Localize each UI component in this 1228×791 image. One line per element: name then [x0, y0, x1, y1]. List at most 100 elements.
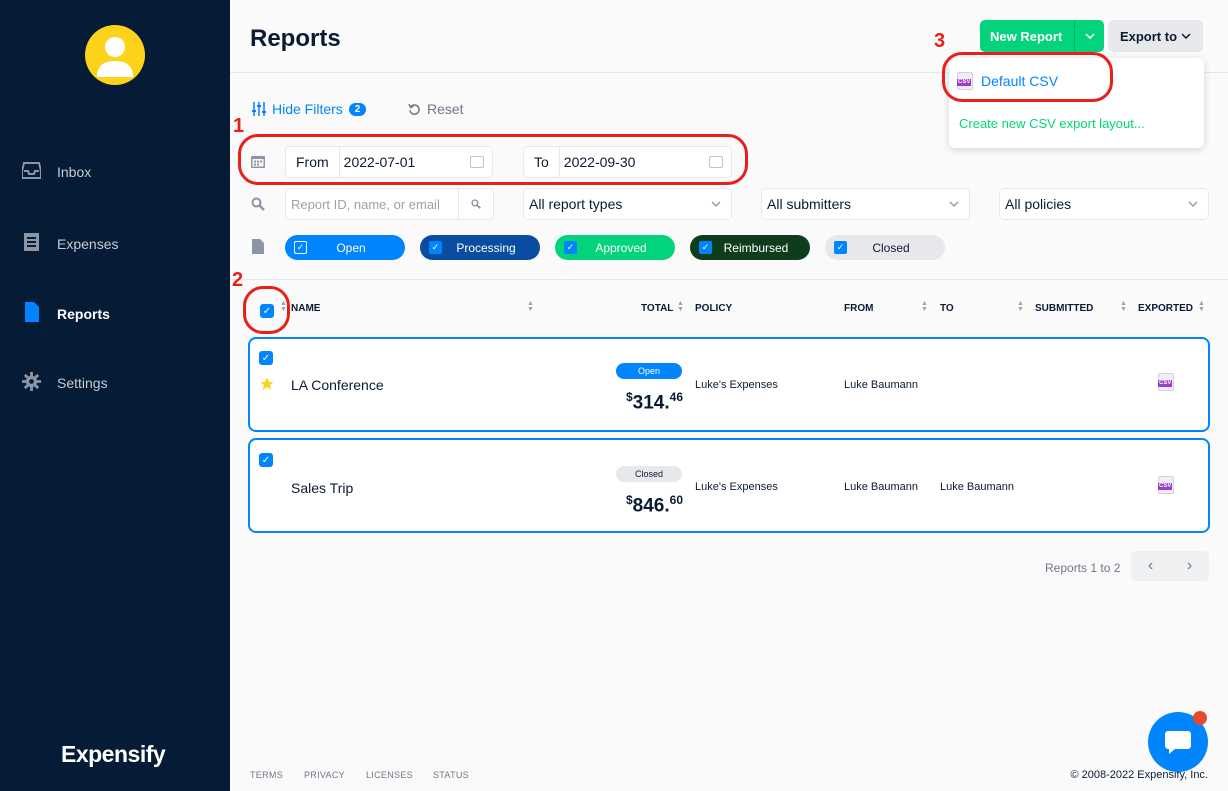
sort-icon[interactable]: ▲ ▼	[1198, 300, 1205, 313]
annotation-ring-date-range	[238, 134, 748, 185]
search-icon	[470, 199, 481, 209]
sidebar-item-settings[interactable]: Settings	[22, 372, 108, 394]
sidebar-item-label: Reports	[57, 305, 110, 322]
sort-icon[interactable]: ▲ ▼	[1017, 300, 1024, 313]
report-search-input[interactable]	[286, 196, 458, 212]
status-filter-closed[interactable]: ✓ Closed	[825, 235, 945, 260]
checkbox-checked[interactable]: ✓	[699, 241, 712, 254]
footer-link-terms[interactable]: TERMS	[250, 770, 283, 780]
expensify-logo: Expensify	[61, 741, 166, 767]
annotation-ring-default-csv	[942, 52, 1113, 102]
status-filter-label: Closed	[872, 240, 910, 255]
column-header-to[interactable]: TO	[940, 303, 954, 314]
column-header-from[interactable]: FROM	[844, 303, 874, 314]
calendar-icon[interactable]	[709, 156, 723, 168]
filters-divider	[230, 279, 1228, 280]
menu-item-label: Default CSV	[981, 73, 1059, 89]
from-date-field[interactable]: From 2022-07-01	[285, 146, 493, 178]
report-search-field	[285, 188, 494, 220]
status-filter-reimbursed[interactable]: ✓ Reimbursed	[690, 235, 810, 260]
chevron-down-icon	[949, 201, 959, 207]
status-filter-label: Approved	[595, 240, 647, 255]
search-icon	[251, 197, 265, 211]
status-filter-processing[interactable]: ✓ Processing	[420, 235, 540, 260]
to-date-field[interactable]: To 2022-09-30	[523, 146, 732, 178]
column-header-exported[interactable]: EXPORTED	[1138, 303, 1194, 314]
export-dropdown-menu: Default CSV Create new CSV export layout…	[949, 58, 1204, 148]
status-filter-approved[interactable]: ✓ Approved	[555, 235, 675, 260]
policy-select[interactable]: All policies	[999, 188, 1209, 220]
footer-link-privacy[interactable]: PRIVACY	[304, 770, 345, 780]
column-header-name[interactable]: NAME	[291, 303, 321, 314]
sidebar-item-inbox[interactable]: Inbox	[21, 162, 91, 182]
sort-icon[interactable]: ▲ ▼	[1120, 300, 1127, 313]
checkbox-checked[interactable]: ✓	[564, 241, 577, 254]
row-checkbox[interactable]: ✓	[259, 453, 273, 467]
footer-link-licenses[interactable]: LICENSES	[366, 770, 413, 780]
reset-filters-button[interactable]: Reset	[408, 101, 464, 117]
to-label: To	[524, 147, 560, 177]
pagination-controls: ‹ ›	[1131, 551, 1209, 581]
undo-icon	[408, 103, 420, 115]
submitter-select[interactable]: All submitters	[761, 188, 970, 220]
sort-icon[interactable]: ▲ ▼	[677, 300, 684, 313]
sidebar-item-label: Settings	[57, 375, 108, 391]
total-cents: 46	[669, 390, 683, 404]
from-label: From	[286, 147, 340, 177]
new-report-button[interactable]: New Report	[980, 20, 1104, 52]
sidebar-item-reports[interactable]: Reports	[22, 302, 110, 325]
report-from: Luke Baumann	[844, 379, 918, 391]
table-row[interactable]: ✓ Sales Trip Closed $846.60 Luke's Expen…	[248, 438, 1210, 533]
report-name[interactable]: LA Conference	[291, 377, 384, 393]
checkbox-checked[interactable]: ✓	[294, 241, 307, 254]
report-type-value: All report types	[529, 196, 623, 212]
report-type-select[interactable]: All report types	[523, 188, 732, 220]
submitter-value: All submitters	[767, 196, 852, 212]
previous-page-button[interactable]: ‹	[1131, 551, 1170, 581]
report-from: Luke Baumann	[844, 481, 918, 493]
next-page-button[interactable]: ›	[1170, 551, 1209, 581]
inbox-icon	[21, 162, 42, 182]
hide-filters-label: Hide Filters	[272, 101, 343, 117]
export-to-label: Export to	[1119, 28, 1178, 44]
currency-symbol: $	[625, 493, 633, 507]
menu-item-default-csv[interactable]: Default CSV	[957, 72, 1058, 90]
sidebar-item-label: Expenses	[57, 235, 119, 252]
new-report-dropdown-toggle[interactable]	[1074, 20, 1104, 52]
avatar[interactable]	[85, 25, 145, 85]
sort-icon[interactable]: ▲ ▼	[527, 300, 534, 313]
document-icon	[252, 239, 264, 254]
csv-exported-icon[interactable]	[1158, 476, 1174, 494]
table-row[interactable]: ✓ LA Conference Open $314.46 Luke's Expe…	[248, 337, 1210, 432]
export-to-button[interactable]: Export to	[1108, 20, 1203, 52]
to-date-value[interactable]: 2022-09-30	[563, 154, 636, 170]
csv-exported-icon[interactable]	[1158, 373, 1174, 391]
hide-filters-toggle[interactable]: Hide Filters 2	[252, 101, 367, 117]
sidebar-item-expenses[interactable]: Expenses	[22, 232, 118, 255]
menu-item-create-csv-layout[interactable]: Create new CSV export layout...	[959, 116, 1145, 131]
sort-icon[interactable]: ▲ ▼	[921, 300, 928, 313]
column-header-submitted[interactable]: SUBMITTED	[1035, 303, 1094, 314]
footer-link-status[interactable]: STATUS	[433, 770, 469, 780]
status-filter-open[interactable]: ✓ Open	[285, 235, 405, 260]
total-dollars: 314.	[632, 392, 670, 414]
row-checkbox[interactable]: ✓	[259, 351, 273, 365]
status-filter-label: Processing	[456, 240, 516, 255]
chat-bubble-icon	[1165, 731, 1191, 754]
policy-value: All policies	[1005, 196, 1072, 212]
column-header-policy[interactable]: POLICY	[695, 303, 733, 314]
chevron-down-icon	[1181, 33, 1191, 39]
pagination-summary: Reports 1 to 2	[1045, 561, 1121, 575]
column-header-total[interactable]: TOTAL	[641, 303, 674, 314]
star-icon[interactable]	[259, 376, 275, 392]
checkbox-checked[interactable]: ✓	[429, 241, 442, 254]
page-title: Reports	[250, 25, 341, 52]
reset-label: Reset	[427, 101, 464, 117]
checkbox-checked[interactable]: ✓	[834, 241, 847, 254]
report-policy: Luke's Expenses	[695, 481, 778, 493]
search-button[interactable]	[458, 189, 492, 219]
report-name[interactable]: Sales Trip	[291, 480, 354, 496]
from-date-value[interactable]: 2022-07-01	[343, 154, 416, 170]
report-to: Luke Baumann	[940, 481, 1014, 493]
calendar-icon[interactable]	[470, 156, 484, 168]
